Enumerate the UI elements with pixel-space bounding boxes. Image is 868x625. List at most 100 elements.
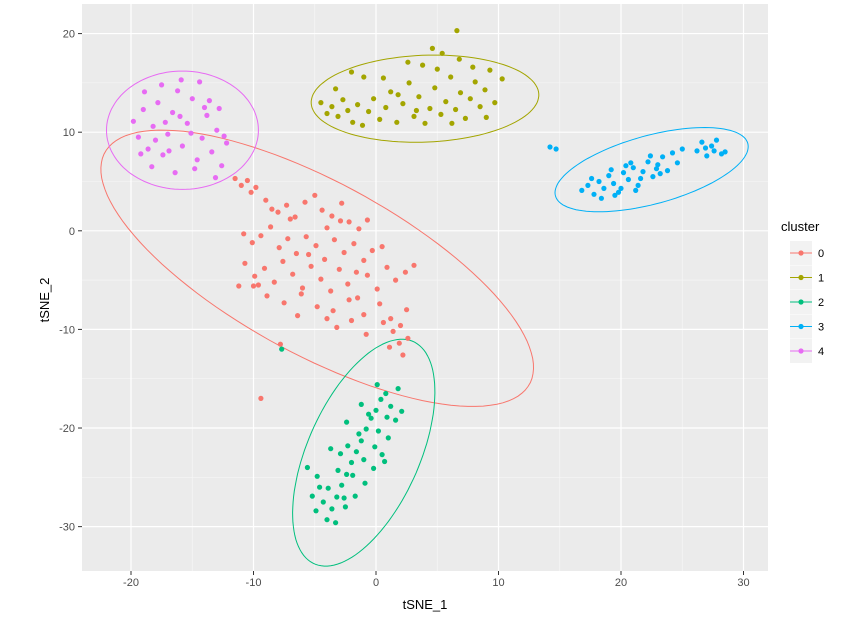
cluster-1-point	[413, 107, 419, 114]
cluster-1-point	[429, 45, 435, 52]
cluster-0-point	[351, 241, 357, 247]
cluster-3-point	[628, 160, 634, 166]
cluster-1-point	[318, 100, 324, 106]
cluster-4-point	[149, 164, 155, 170]
cluster-3-point	[589, 175, 595, 182]
cluster-2-point	[363, 426, 369, 432]
cluster-1-point	[487, 67, 493, 73]
x-tick-label: 20	[615, 577, 627, 589]
cluster-2-point	[279, 346, 285, 352]
x-tick-label: 10	[492, 577, 504, 589]
cluster-1-point	[388, 89, 394, 95]
cluster-1-point	[348, 69, 355, 75]
cluster-1-point	[434, 66, 440, 72]
cluster-4-point	[155, 100, 161, 106]
cluster-3-point	[645, 159, 651, 165]
cluster-2-point	[385, 435, 391, 441]
cluster-4-point	[209, 149, 215, 155]
cluster-2-point	[328, 446, 334, 452]
cluster-3-point	[596, 178, 602, 185]
cluster-1-point	[492, 100, 498, 106]
cluster-2-point	[345, 443, 351, 449]
cluster-2-point	[375, 428, 381, 434]
cluster-4-point	[216, 105, 222, 112]
cluster-0-point	[364, 217, 370, 223]
cluster-2-point	[379, 452, 385, 458]
cluster-4-point	[189, 96, 195, 102]
cluster-0-point	[318, 276, 324, 282]
cluster-0-point	[314, 304, 320, 310]
cluster-3-point	[633, 187, 639, 193]
cluster-3-point	[660, 154, 666, 160]
cluster-0-point	[341, 249, 347, 256]
cluster-4-point	[199, 135, 205, 141]
cluster-4-point	[219, 163, 225, 169]
cluster-1-point	[395, 92, 401, 98]
cluster-0-point	[386, 344, 393, 350]
cluster-0-point	[324, 225, 330, 231]
cluster-1-point	[457, 90, 464, 96]
cluster-1-point	[383, 104, 389, 111]
cluster-2-point	[304, 464, 310, 471]
cluster-1-point	[406, 80, 412, 86]
cluster-4-point	[221, 133, 227, 139]
data-points	[130, 28, 728, 526]
cluster-0-point	[299, 285, 306, 291]
cluster-3-point	[722, 149, 728, 155]
y-tick-label: 0	[69, 226, 75, 238]
cluster-0-point	[313, 243, 319, 249]
cluster-1-point	[340, 97, 346, 103]
cluster-3-point	[630, 165, 636, 171]
cluster-0-point	[284, 202, 290, 208]
cluster-3-point	[606, 173, 612, 179]
cluster-0-point	[277, 341, 283, 347]
cluster-1-point	[456, 56, 462, 62]
cluster-1-point	[427, 105, 433, 112]
cluster-0-point	[287, 216, 293, 222]
cluster-0-point	[295, 313, 301, 319]
cluster-0-point	[348, 317, 355, 324]
cluster-1-point	[472, 79, 478, 85]
cluster-0-point	[393, 277, 399, 283]
cluster-3-point	[620, 170, 627, 176]
cluster-2-point	[366, 411, 372, 417]
cluster-4-point	[179, 143, 185, 149]
cluster-0-point	[252, 273, 258, 279]
legend-key-point	[798, 274, 804, 281]
cluster-3-point	[679, 146, 685, 152]
cluster-3-point	[601, 185, 607, 191]
cluster-2-point	[309, 493, 315, 499]
cluster-0-point	[346, 219, 352, 225]
cluster-3-point	[638, 175, 644, 182]
cluster-2-point	[388, 403, 394, 409]
x-tick-label: 30	[737, 577, 749, 589]
cluster-0-point	[380, 319, 386, 326]
cluster-0-point	[232, 175, 238, 182]
cluster-1-point	[377, 116, 383, 122]
cluster-0-point	[303, 234, 309, 240]
cluster-3-point	[653, 166, 660, 172]
cluster-2-point	[368, 415, 374, 421]
cluster-3-point	[608, 167, 614, 173]
legend-key-point	[798, 299, 804, 305]
cluster-1-point	[371, 96, 377, 102]
cluster-2-point	[358, 401, 364, 407]
cluster-4-point	[138, 151, 144, 157]
cluster-0-point	[253, 184, 259, 190]
cluster-0-point	[258, 233, 264, 239]
cluster-2-point	[337, 451, 344, 457]
cluster-4-point	[130, 118, 136, 124]
cluster-1-point	[400, 101, 406, 107]
cluster-4-point	[206, 98, 212, 104]
cluster-3-point	[623, 163, 629, 169]
cluster-4-point	[172, 170, 178, 176]
cluster-4-point	[178, 77, 184, 83]
cluster-0-point	[364, 272, 370, 278]
cluster-4-point	[188, 130, 194, 136]
cluster-0-point	[248, 189, 254, 195]
cluster-4-point	[204, 112, 210, 118]
legend-label-cluster-2: 2	[818, 297, 824, 309]
cluster-3-point	[547, 144, 553, 150]
y-axis-ticks: -30 -20 -10 0 10 20	[59, 29, 82, 534]
